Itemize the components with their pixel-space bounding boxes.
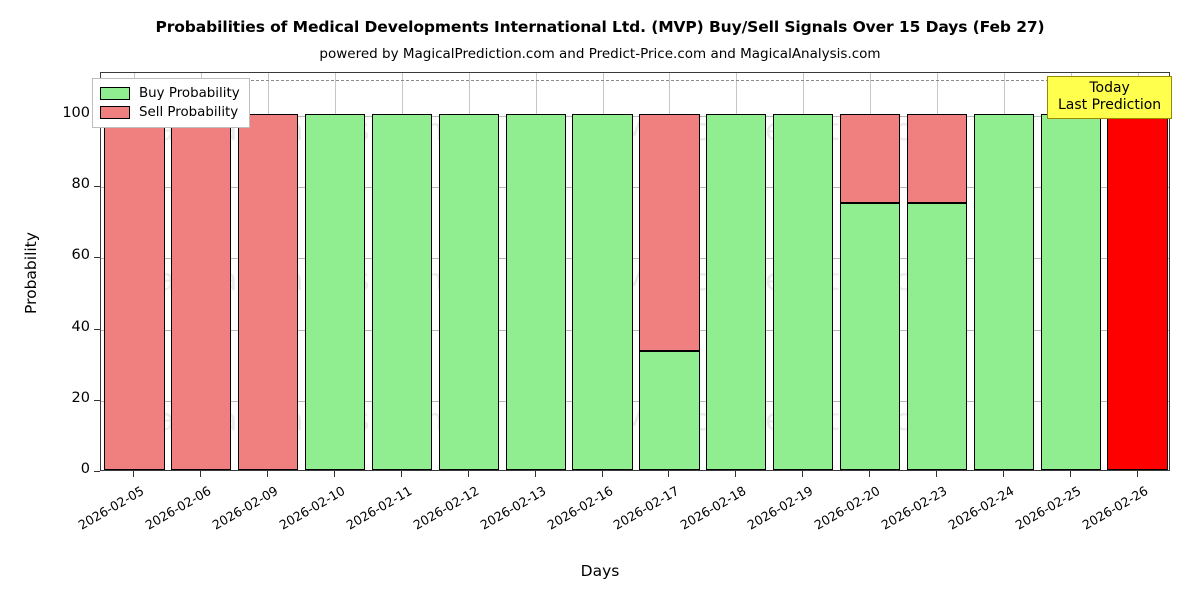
bar-segment-buy[interactable] (1040, 113, 1101, 470)
bar-group[interactable] (238, 73, 299, 470)
gridline-horizontal (101, 187, 1169, 188)
x-axis-tick-mark (1003, 471, 1004, 477)
plot-area: MagicalAnalysis.comMagicalPrediction.com… (100, 72, 1170, 471)
bar-segment-buy[interactable] (572, 113, 633, 470)
bar-segment-sell[interactable] (906, 113, 968, 203)
bar-group[interactable] (906, 73, 968, 470)
y-axis-tick-mark (94, 257, 100, 259)
gridline-horizontal (101, 258, 1169, 260)
legend-item-buy[interactable]: Buy Probability (100, 84, 240, 103)
x-axis-tick-mark (802, 471, 803, 477)
x-axis-label: Days (580, 562, 620, 580)
gridline-horizontal (101, 329, 1169, 331)
bar-group[interactable] (438, 73, 499, 470)
bar-group[interactable] (706, 73, 767, 470)
bar-group[interactable] (572, 73, 633, 470)
bar-segment-buy[interactable] (304, 113, 366, 470)
today-annotation-line1: Today (1089, 80, 1130, 96)
x-axis-tick-mark (869, 471, 870, 477)
bar-group[interactable] (1107, 73, 1168, 470)
today-annotation: Today Last Prediction (1047, 76, 1173, 119)
x-axis-tick-mark (334, 471, 335, 477)
bar-segment-sell[interactable] (104, 113, 165, 470)
y-axis-tick-label: 80 (71, 176, 90, 192)
bar-group[interactable] (371, 73, 433, 470)
bar-segment-buy[interactable] (639, 350, 700, 470)
y-axis-tick-mark (94, 471, 100, 472)
bar-segment-buy[interactable] (906, 202, 968, 470)
bar-group[interactable] (1040, 73, 1101, 470)
bar-segment-sell[interactable] (639, 113, 700, 351)
chart-legend: Buy Probability Sell Probability (92, 78, 250, 128)
y-axis-tick-label: 100 (62, 104, 90, 121)
y-axis-tick-label: 0 (80, 461, 90, 477)
x-axis-tick-mark (936, 471, 937, 477)
legend-label-buy: Buy Probability (139, 86, 240, 101)
chart-subtitle: powered by MagicalPrediction.com and Pre… (319, 46, 881, 62)
bar-group[interactable] (505, 73, 566, 470)
y-axis-label: Probability (22, 231, 40, 314)
bar-group[interactable] (639, 73, 700, 470)
x-axis-tick-mark (602, 471, 603, 477)
y-axis-tick-mark (94, 186, 100, 187)
bar-segment-sell[interactable] (839, 113, 901, 203)
y-axis-tick-mark (94, 328, 100, 330)
y-axis-tick-label: 40 (71, 318, 90, 335)
bar-segment-today[interactable] (1107, 113, 1168, 470)
y-axis-tick-label: 20 (71, 389, 90, 406)
x-axis-tick-mark (735, 471, 736, 477)
bar-group[interactable] (171, 73, 232, 470)
bar-segment-buy[interactable] (371, 113, 433, 470)
bar-segment-buy[interactable] (438, 113, 499, 470)
gridline-horizontal (101, 115, 1169, 117)
bar-group[interactable] (304, 73, 366, 470)
threshold-line (101, 80, 1169, 82)
y-axis-tick-label: 60 (71, 247, 90, 264)
legend-label-sell: Sell Probability (139, 105, 239, 120)
gridline-horizontal (101, 400, 1169, 402)
x-axis-tick-mark (468, 471, 469, 477)
bar-group[interactable] (973, 73, 1034, 470)
x-axis-tick-mark (668, 471, 669, 477)
x-axis-tick-mark (535, 471, 536, 477)
bar-segment-buy[interactable] (773, 113, 834, 470)
bar-segment-buy[interactable] (505, 113, 566, 470)
y-axis-tick-mark (94, 399, 100, 401)
x-axis-tick-mark (267, 471, 268, 477)
bar-group[interactable] (773, 73, 834, 470)
x-axis-tick-mark (1070, 471, 1071, 477)
legend-swatch-sell (100, 106, 130, 119)
bar-group[interactable] (839, 73, 901, 470)
x-axis-tick-mark (200, 471, 201, 477)
bar-segment-sell[interactable] (238, 113, 299, 470)
bar-segment-buy[interactable] (973, 113, 1034, 470)
x-axis-tick-mark (1137, 471, 1138, 477)
bar-segment-buy[interactable] (706, 113, 767, 470)
bar-segment-sell[interactable] (171, 113, 232, 470)
today-annotation-line2: Last Prediction (1058, 97, 1162, 113)
legend-item-sell[interactable]: Sell Probability (100, 103, 240, 122)
chart-title: Probabilities of Medical Developments In… (155, 18, 1045, 36)
legend-swatch-buy (100, 87, 130, 100)
x-axis-tick-mark (133, 471, 134, 477)
bar-segment-buy[interactable] (839, 202, 901, 470)
bar-group[interactable] (104, 73, 165, 470)
x-axis-tick-mark (401, 471, 402, 477)
